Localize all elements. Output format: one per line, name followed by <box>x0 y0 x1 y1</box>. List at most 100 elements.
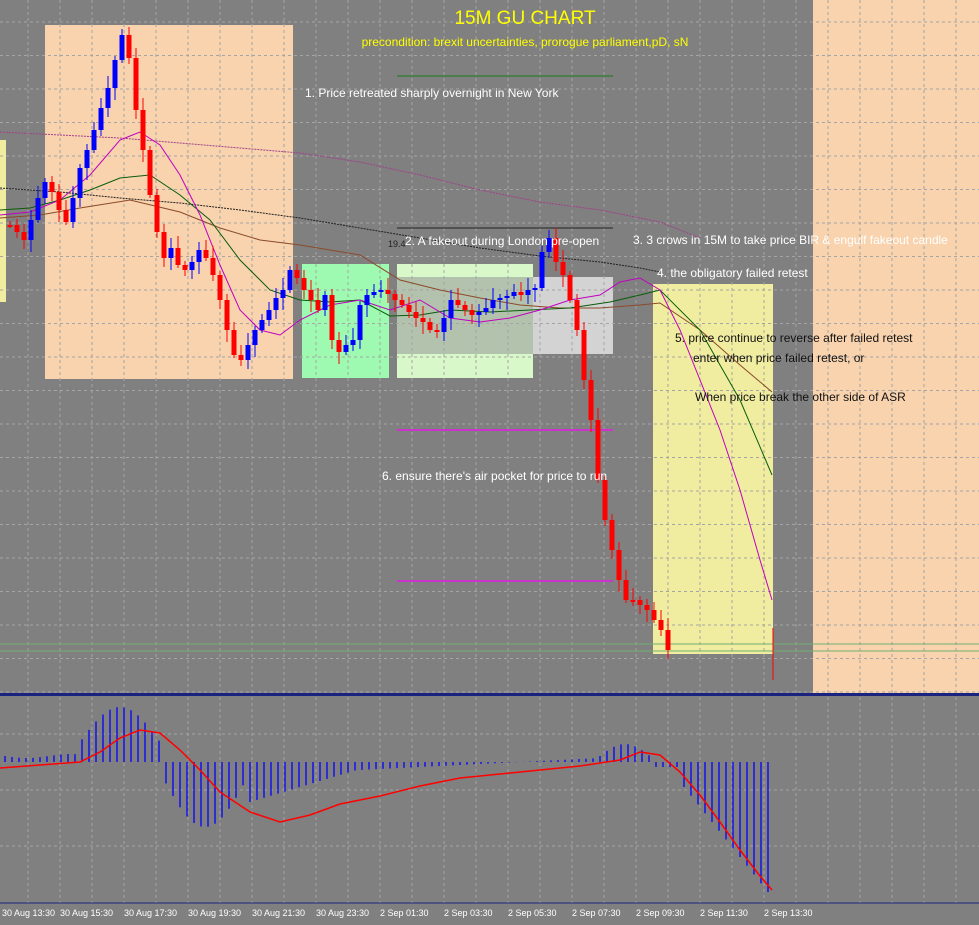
bear-candle <box>175 248 181 265</box>
bear-candle <box>427 322 433 330</box>
bear-candle <box>56 192 62 210</box>
bear-candle <box>308 290 314 300</box>
bear-candle <box>49 182 55 192</box>
bull-candle <box>252 330 258 345</box>
bear-candle <box>133 58 139 110</box>
bull-candle <box>273 298 279 310</box>
bull-candle <box>266 310 272 320</box>
bear-candle <box>434 330 440 332</box>
bear-candle <box>462 305 468 310</box>
bear-candle <box>392 294 398 300</box>
bear-candle <box>315 300 321 310</box>
bull-candle <box>490 300 496 308</box>
bear-candle <box>553 238 559 262</box>
bull-candle <box>196 250 202 262</box>
annotation-6: 6. ensure there's air pocket for price t… <box>382 469 607 483</box>
bear-candle <box>560 262 566 275</box>
bear-candle <box>7 225 13 227</box>
panel-separator <box>0 693 979 696</box>
bull-candle <box>497 298 503 300</box>
bull-candle <box>259 320 265 330</box>
preopen-box <box>533 277 613 354</box>
bull-candle <box>42 182 48 198</box>
bull-candle <box>119 35 125 60</box>
annotation-2: 2. A fakeout during London pre-open <box>405 234 599 248</box>
bull-candle <box>77 168 83 198</box>
bull-candle <box>476 312 482 315</box>
annotation-1: 1. Price retreated sharply overnight in … <box>305 86 559 100</box>
bull-candle <box>364 295 370 305</box>
ma-magenta-line <box>0 131 773 601</box>
bull-candle <box>350 340 356 345</box>
bull-candle <box>525 290 531 295</box>
annotation-5c: When price break the other side of ASR <box>695 390 906 404</box>
bear-candle <box>413 312 419 318</box>
x-tick-label: 2 Sep 07:30 <box>572 908 621 918</box>
bear-candle <box>399 300 405 305</box>
bear-candle <box>301 278 307 290</box>
bear-candle <box>140 110 146 150</box>
bear-candle <box>217 275 223 300</box>
bull-candle <box>98 108 104 130</box>
bull-candle <box>371 292 377 295</box>
bear-candle <box>602 480 608 520</box>
bear-candle <box>420 318 426 322</box>
ma-200-line <box>0 187 661 273</box>
bear-candle <box>21 232 27 240</box>
bear-candle <box>14 225 20 232</box>
bear-candle <box>182 265 188 270</box>
bear-candle <box>126 35 132 58</box>
bull-candle <box>105 88 111 108</box>
x-tick-label: 30 Aug 23:30 <box>316 908 369 918</box>
bear-candle <box>637 600 643 605</box>
future-session-box <box>813 0 979 695</box>
bear-candle <box>665 630 671 650</box>
bear-candle <box>574 300 580 330</box>
bear-candle <box>161 232 167 258</box>
bear-candle <box>595 420 601 480</box>
bear-candle <box>147 150 153 195</box>
ma-brown-line <box>0 199 773 393</box>
ma-long-line <box>0 131 701 239</box>
bear-candle <box>581 330 587 380</box>
bear-candle <box>518 292 524 295</box>
bear-candle <box>294 270 300 278</box>
candles <box>7 27 774 680</box>
bull-candle <box>504 296 510 298</box>
annotation-4: 4. the obligatory failed retest <box>657 266 808 280</box>
bull-candle <box>189 262 195 270</box>
level-label: 19.4 <box>388 239 406 249</box>
bear-candle <box>616 550 622 580</box>
x-tick-label: 2 Sep 11:30 <box>700 908 748 918</box>
bear-candle <box>609 520 615 550</box>
macd-histogram <box>4 707 769 892</box>
bull-candle <box>539 252 545 288</box>
bear-candle <box>567 275 573 300</box>
bull-candle <box>448 300 454 318</box>
x-tick-label: 2 Sep 13:30 <box>764 908 813 918</box>
x-axis-ticks: 30 Aug 13:30 30 Aug 15:30 30 Aug 17:30 3… <box>2 908 813 918</box>
annotation-5: 5. price continue to reverse after faile… <box>675 331 913 345</box>
bull-candle <box>441 318 447 332</box>
prior-session-box <box>0 140 6 302</box>
entry-session-box <box>653 284 773 654</box>
annotation-3: 3. 3 crows in 15M to take price BIR & en… <box>633 233 948 247</box>
x-tick-label: 2 Sep 03:30 <box>444 908 493 918</box>
bear-candle <box>623 580 629 600</box>
bear-candle <box>455 300 461 305</box>
x-tick-label: 30 Aug 21:30 <box>252 908 305 918</box>
bear-candle <box>210 258 216 275</box>
macd-signal-line <box>0 729 773 891</box>
bull-candle <box>35 198 41 220</box>
bull-candle <box>511 292 517 296</box>
x-tick-label: 30 Aug 15:30 <box>60 908 113 918</box>
x-tick-label: 2 Sep 09:30 <box>636 908 685 918</box>
bull-candle <box>70 198 76 222</box>
bear-candle <box>224 300 230 330</box>
bull-candle <box>245 345 251 360</box>
x-tick-label: 30 Aug 19:30 <box>188 908 241 918</box>
bear-candle <box>630 600 636 602</box>
bull-candle <box>357 305 363 340</box>
